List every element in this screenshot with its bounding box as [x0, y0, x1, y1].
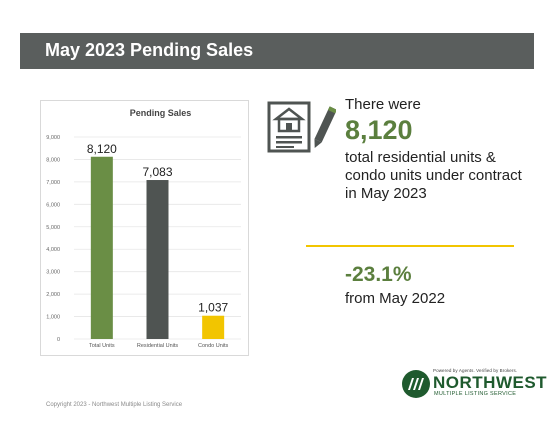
bar	[147, 180, 169, 339]
change-percentage: -23.1%	[345, 263, 412, 287]
stat-big-number: 8,120	[345, 114, 413, 146]
logo-subtitle: MULTIPLE LISTING SERVICE	[434, 391, 516, 397]
y-tick-label: 0	[57, 337, 60, 343]
x-category-label: Residential Units	[137, 343, 179, 349]
y-tick-label: 7,000	[46, 180, 60, 186]
bar-value-label: 7,083	[142, 165, 172, 179]
chart-title: Pending Sales	[130, 108, 192, 118]
footer-copyright: Copyright 2023 - Northwest Multiple List…	[46, 402, 182, 408]
bar-value-label: 8,120	[87, 142, 117, 156]
logo-wordmark: NORTHWEST	[433, 373, 547, 393]
bar	[91, 157, 113, 339]
y-tick-label: 3,000	[46, 270, 60, 276]
chart-svg: Pending Sales 0 1,000 2,000 3,000 4,000 5,000 6…	[41, 101, 248, 355]
house-contract-icon	[266, 100, 336, 155]
bar-value-label: 1,037	[198, 301, 228, 315]
change-description: from May 2022	[345, 290, 445, 307]
y-tick-label: 8,000	[46, 157, 60, 163]
stat-description: total residential units & condo units un…	[345, 149, 535, 203]
y-tick-label: 1,000	[46, 315, 60, 321]
x-category-label: Total Units	[89, 343, 115, 349]
y-tick-label: 2,000	[46, 292, 60, 298]
y-tick-label: 9,000	[46, 135, 60, 141]
stat-intro-text: There were	[345, 96, 421, 114]
nwmls-logo-mark-icon	[401, 369, 431, 399]
yellow-divider	[306, 245, 514, 247]
y-tick-label: 4,000	[46, 247, 60, 253]
bar	[202, 316, 224, 339]
y-tick-label: 5,000	[46, 225, 60, 231]
nwmls-logo: Powered by Agents. Verified by Brokers. …	[401, 367, 521, 401]
x-category-label: Condo Units	[198, 343, 229, 349]
header-bar: May 2023 Pending Sales	[20, 33, 534, 69]
pending-sales-chart: Pending Sales 0 1,000 2,000 3,000 4,000 5,000 6…	[40, 100, 249, 356]
y-tick-label: 6,000	[46, 202, 60, 208]
page-title: May 2023 Pending Sales	[45, 40, 253, 61]
